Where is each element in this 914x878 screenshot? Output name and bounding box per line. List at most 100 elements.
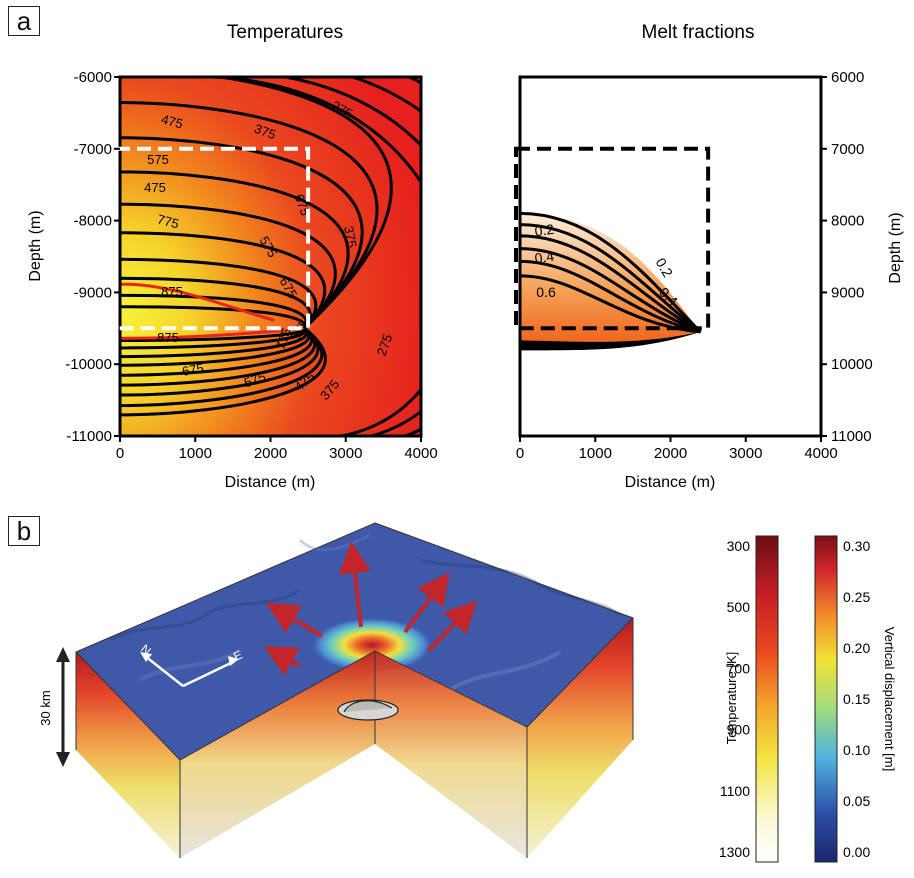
panel-label-b: b: [8, 516, 40, 546]
temperature-contour-line: [120, 327, 327, 417]
melt-contour-line: [520, 234, 702, 334]
ytick-label: 7000: [831, 141, 864, 158]
colorbar-tick-label: 300: [727, 538, 751, 554]
temperature-contour-label: 375: [252, 121, 278, 143]
xtick-label: 2000: [254, 445, 287, 462]
arrow-w: [266, 602, 324, 638]
temperature-xlabel: Distance (m): [225, 474, 316, 491]
melt-contour-line: [520, 259, 701, 334]
temperature-contour-line: [169, 77, 421, 436]
temperature-contour-label: 275: [374, 332, 396, 358]
displacement-colorbar: 0.00 0.05 0.10 0.15 0.20 0.25 0.30 Vertical di…: [814, 535, 897, 863]
colorbar-tick-label: 900: [727, 722, 751, 738]
melt-base: [520, 331, 701, 351]
compass-icon: [140, 652, 239, 688]
magma-chamber-icon: [337, 699, 399, 721]
temperature-contour-line: [120, 327, 307, 350]
arrow-e: [426, 600, 478, 653]
temperature-contour-label: 375: [341, 225, 360, 249]
colorbar-tick-label: 0.20: [843, 640, 870, 656]
colorbar-tick-label: 0.10: [843, 742, 870, 758]
colorbar-tick-label: 700: [727, 660, 751, 676]
xtick-label: 4000: [804, 445, 837, 462]
panel-label-a: a: [8, 6, 40, 36]
temperature-contour-label: 775: [273, 326, 295, 352]
temperature-contour-line: [120, 327, 324, 408]
melt-contour-label: 0.4: [534, 248, 556, 267]
ytick-label: -10000: [65, 356, 112, 373]
colorbar-tick-label: 0.30: [843, 538, 870, 554]
ytick-label: 11000: [831, 428, 872, 445]
xtick-label: 0: [116, 445, 124, 462]
block-diagram: N E 30 km: [38, 522, 634, 858]
block-face-left: [76, 652, 180, 858]
temperature-contour-label: 775: [156, 211, 181, 231]
temperature-contour-label: 475: [160, 111, 185, 131]
arrow-ne: [403, 572, 450, 634]
temperature-contour-label: 575: [242, 369, 268, 391]
block-face-cut-right: [375, 651, 527, 858]
xtick-label: 3000: [329, 445, 362, 462]
temperature-contour-line: [120, 136, 364, 330]
xtick-label: 1000: [179, 445, 212, 462]
temperature-contour-label: 875: [157, 330, 179, 345]
vertical-scale-bar: [56, 647, 70, 767]
colorbar-tick-label: 0.05: [843, 793, 870, 809]
colorbar-tick-label: 500: [727, 599, 751, 615]
temperature-colorbar: 300 500 700 900 1100 1300 Temperature [K]: [719, 535, 779, 863]
ytick-label: 6000: [831, 69, 864, 86]
temperature-highlight-contour: [120, 282, 275, 322]
temperature-contour-line: [120, 257, 318, 330]
ytick-label: -7000: [74, 141, 112, 158]
temperature-contour-line: [120, 327, 314, 377]
ytick-label: 10000: [831, 356, 873, 373]
ytick-label: -9000: [74, 284, 112, 301]
temperature-contour-label: 675: [181, 360, 205, 379]
uplift-anomaly: [310, 617, 434, 673]
block-face-cut-left: [180, 651, 375, 858]
ytick-label: 8000: [831, 213, 864, 230]
melt-contour-line: [520, 223, 702, 334]
colorbar-tick-label: 0.00: [843, 844, 870, 860]
temperature-contour-label: 475: [144, 180, 166, 195]
ytick-label: 9000: [831, 284, 864, 301]
xtick-label: 4000: [404, 445, 437, 462]
block-face-right: [527, 618, 633, 858]
temperature-contour-line: [120, 170, 350, 330]
temperature-contour-line: [120, 327, 316, 387]
ytick-label: -8000: [74, 213, 112, 230]
colorbar-tick-label: 1300: [719, 844, 750, 860]
displacement-colorbar-label: Vertical displacement [m]: [882, 627, 897, 772]
xtick-label: 3000: [729, 445, 762, 462]
temperature-contour-label: 575: [147, 152, 169, 167]
melt-contour-label: 0.6: [536, 284, 556, 300]
temperature-colorbar-label: Temperature [K]: [724, 652, 739, 745]
displacement-arrows: [263, 541, 478, 676]
temperature-contour-line: [120, 326, 306, 342]
xtick-label: 2000: [654, 445, 687, 462]
temperature-contour-line: [120, 327, 309, 359]
xtick-label: 1000: [579, 445, 612, 462]
melt-title: Melt fractions: [642, 22, 755, 43]
temperature-contour-line: [120, 231, 327, 330]
arrow-sw: [263, 646, 301, 676]
temperature-ylabel: Depth (m): [27, 210, 44, 281]
melt-plot-area: 0.20.40.60.20.4: [520, 77, 821, 436]
melt-xlabel: Distance (m): [625, 474, 716, 491]
colorbar-tick-label: 1100: [720, 783, 750, 799]
temperature-contour-line: [120, 202, 337, 330]
ytick-label: -6000: [74, 69, 112, 86]
temperature-contour-line: [120, 327, 311, 367]
temperature-contour-line: [209, 77, 393, 330]
terrain-texture: [109, 533, 621, 692]
temperatures-title: Temperatures: [227, 22, 343, 43]
colorbar-tick-label: 0.15: [843, 691, 870, 707]
xtick-label: 0: [516, 445, 524, 462]
temperature-highlight-contour: [120, 328, 285, 340]
melt-contour-label: 0.2: [534, 221, 556, 240]
melt-source-box: [514, 146, 711, 331]
arrow-n: [338, 541, 371, 628]
melt-contour-line: [520, 247, 702, 334]
temperature-contour-line: [146, 77, 421, 436]
